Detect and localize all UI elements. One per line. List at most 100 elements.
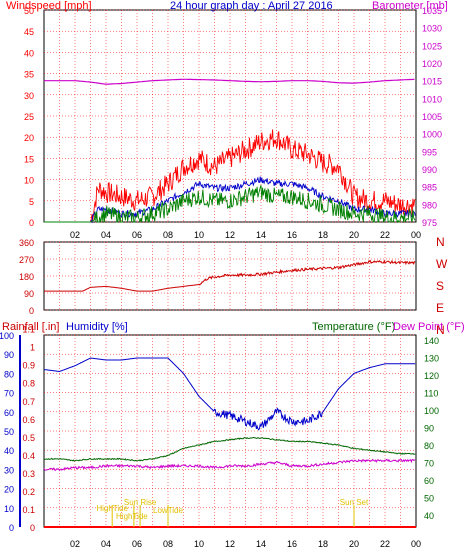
- compass-label: W: [436, 257, 448, 271]
- compass-label: E: [436, 301, 444, 315]
- barometer-tick-label: 975: [422, 218, 437, 228]
- x-tick-label-p3: 20: [349, 539, 359, 549]
- humidity-tick-label: 70: [4, 389, 14, 399]
- barometer-tick-label: 1030: [422, 24, 442, 34]
- direction-tick-label: 180: [19, 272, 34, 282]
- barometer-series: [44, 78, 415, 85]
- temperature-axis-label: Temperature (°F): [312, 321, 395, 333]
- wind-axis-label: Windspeed [mph]: [6, 0, 92, 12]
- x-tick-label-p3: 08: [163, 539, 173, 549]
- rain-tick-label: 1.1: [22, 325, 35, 335]
- dewpoint-axis-label: Dew Point (°F): [393, 321, 465, 333]
- barometer-tick-label: 1015: [422, 77, 442, 87]
- humidity-tick-label: 20: [4, 485, 14, 495]
- temperature-tick-label: 100: [424, 406, 439, 416]
- rain-tick-label: 0.2: [22, 487, 35, 497]
- x-tick-label-p1: 22: [380, 230, 390, 240]
- temperature-tick-label: 60: [424, 476, 434, 486]
- x-tick-label-p3: 12: [225, 539, 235, 549]
- wind-tick-label: 50: [24, 6, 34, 16]
- direction-tick-label: 270: [19, 255, 34, 265]
- annotation-label: LowTide: [153, 506, 183, 515]
- x-tick-label-p3: 18: [318, 539, 328, 549]
- temperature-tick-label: 80: [424, 441, 434, 451]
- wind-speed-series: [44, 185, 416, 224]
- humidity-tick-label: 40: [4, 446, 14, 456]
- rain-tick-label: 0.7: [22, 397, 35, 407]
- x-tick-label-p1: 20: [349, 230, 359, 240]
- x-tick-label-p1: 04: [101, 230, 111, 240]
- direction-tick-label: 360: [19, 238, 34, 248]
- wind-tick-label: 0: [29, 218, 34, 228]
- rain-tick-label: 0.1: [22, 505, 35, 515]
- x-tick-label-p3: 22: [380, 539, 390, 549]
- direction-tick-label: 90: [24, 289, 34, 299]
- humidity-tick-label: 50: [4, 427, 14, 437]
- direction-series: [44, 259, 416, 292]
- x-tick-label-p1: 18: [318, 230, 328, 240]
- rain-tick-label: 0: [30, 523, 35, 533]
- wind-tick-label: 15: [24, 154, 34, 164]
- wind-average-series: [44, 176, 416, 224]
- x-tick-label-p1: 10: [194, 230, 204, 240]
- annotation-label: Sun Set: [340, 498, 369, 507]
- wind-tick-label: 20: [24, 133, 34, 143]
- x-tick-label-p1: 08: [163, 230, 173, 240]
- barometer-tick-label: 1010: [422, 94, 442, 104]
- barometer-tick-label: 995: [422, 147, 437, 157]
- x-tick-label-p3: 16: [287, 539, 297, 549]
- temperature-tick-label: 120: [424, 371, 439, 381]
- x-tick-label-p3: 10: [194, 539, 204, 549]
- humidity-axis-label: Humidity [%]: [66, 321, 128, 333]
- rain-tick-label: 0.9: [22, 361, 35, 371]
- annotation-label: Sun Rise: [124, 498, 157, 507]
- humidity-tick-label: 100: [0, 331, 14, 341]
- x-tick-label-p3: 06: [132, 539, 142, 549]
- temperature-tick-label: 110: [424, 389, 438, 399]
- barometer-tick-label: 1025: [422, 41, 442, 51]
- barometer-tick-label: 1035: [422, 6, 442, 16]
- temperature-tick-label: 90: [424, 424, 434, 434]
- x-tick-label-p1: 06: [132, 230, 142, 240]
- x-tick-label-p1: 02: [70, 230, 80, 240]
- wind-tick-label: 45: [24, 27, 34, 37]
- wind-tick-label: 35: [24, 70, 34, 80]
- x-tick-label-p1: 16: [287, 230, 297, 240]
- temperature-tick-label: 50: [424, 493, 434, 503]
- temperature-tick-label: 70: [424, 458, 434, 468]
- barometer-tick-label: 980: [422, 200, 437, 210]
- humidity-tick-label: 0: [9, 523, 14, 533]
- annotation-label: HighTide: [96, 504, 128, 513]
- compass-label: N: [436, 323, 445, 337]
- x-tick-label-p1: 12: [225, 230, 235, 240]
- barometer-tick-label: 1020: [422, 59, 442, 69]
- barometer-tick-label: 985: [422, 183, 437, 193]
- rain-tick-label: 0.6: [22, 415, 35, 425]
- rain-tick-label: 1: [30, 343, 35, 353]
- x-tick-label-p3: 00: [411, 539, 421, 549]
- wind-tick-label: 40: [24, 48, 34, 58]
- rain-tick-label: 0.5: [22, 433, 35, 443]
- wind-tick-label: 30: [24, 91, 34, 101]
- humidity-tick-label: 10: [4, 504, 14, 514]
- dewpoint-series: [43, 458, 416, 472]
- wind-tick-label: 5: [29, 197, 34, 207]
- rain-tick-label: 0.4: [22, 451, 35, 461]
- humidity-series: [43, 357, 416, 431]
- temperature-series: [43, 436, 416, 462]
- annotation-label: HighTide: [116, 512, 148, 521]
- humidity-tick-label: 60: [4, 408, 14, 418]
- wind-tick-label: 25: [24, 112, 34, 122]
- compass-label: S: [436, 279, 444, 293]
- x-tick-label-p3: 02: [70, 539, 80, 549]
- barometer-tick-label: 1005: [422, 112, 442, 122]
- page-title: 24 hour graph day : April 27 2016: [170, 0, 333, 12]
- wind-tick-label: 10: [24, 176, 34, 186]
- compass-label: N: [436, 235, 445, 249]
- barometer-axis-label: Barometer [mb]: [372, 0, 448, 12]
- wind-gust-series: [44, 129, 416, 223]
- humidity-tick-label: 30: [4, 465, 14, 475]
- rain-axis-label: Rainfall [.in]: [2, 321, 59, 333]
